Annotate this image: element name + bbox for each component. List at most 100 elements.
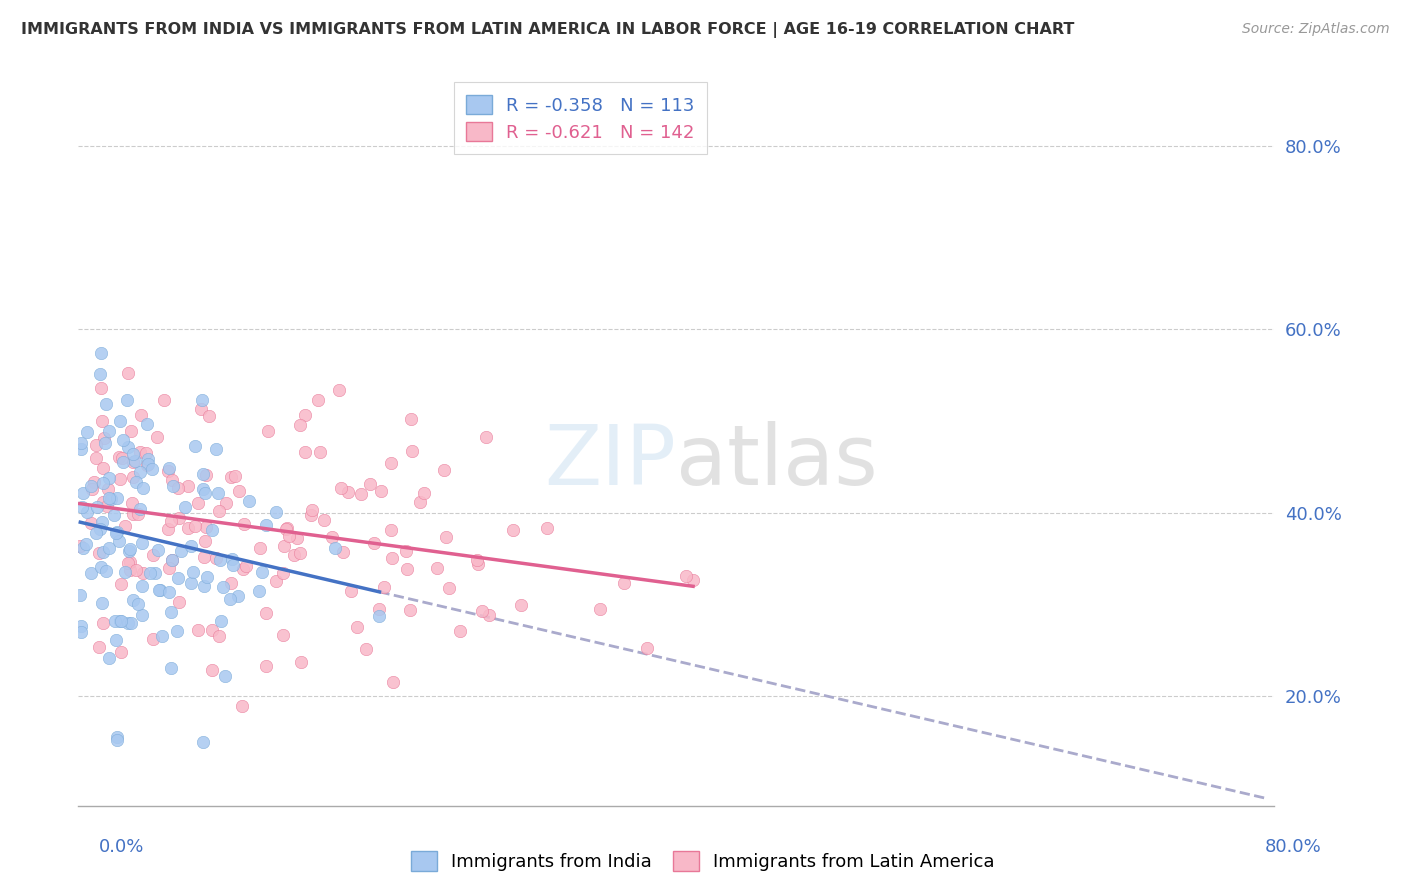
- Point: [76, 425, 98, 439]
- Point: [370, 483, 392, 498]
- Point: [184, 518, 207, 533]
- Point: [180, 576, 202, 591]
- Point: [96, 499, 118, 513]
- Point: [97, 424, 120, 438]
- Point: [93, 435, 115, 450]
- Point: [233, 516, 256, 531]
- Point: [363, 536, 385, 550]
- Point: [70, 500, 93, 515]
- Point: [112, 434, 135, 448]
- Point: [160, 514, 183, 528]
- Point: [209, 553, 232, 567]
- Point: [122, 507, 145, 521]
- Point: [183, 439, 205, 453]
- Point: [70, 435, 93, 450]
- Point: [409, 495, 432, 509]
- Point: [467, 557, 489, 571]
- Point: [105, 526, 128, 541]
- Point: [294, 408, 316, 422]
- Point: [396, 562, 419, 576]
- Point: [187, 623, 209, 637]
- Point: [105, 732, 128, 747]
- Point: [247, 584, 270, 599]
- Point: [84, 450, 107, 465]
- Point: [434, 530, 457, 544]
- Point: [399, 412, 422, 426]
- Point: [149, 582, 172, 597]
- Point: [235, 559, 257, 574]
- Text: ZIP: ZIP: [544, 421, 676, 502]
- Point: [449, 624, 471, 638]
- Point: [176, 521, 198, 535]
- Point: [135, 458, 157, 473]
- Point: [108, 615, 131, 629]
- Point: [115, 392, 138, 407]
- Point: [104, 614, 127, 628]
- Point: [395, 543, 418, 558]
- Point: [142, 632, 165, 647]
- Point: [117, 367, 139, 381]
- Point: [474, 429, 496, 443]
- Point: [132, 566, 155, 581]
- Point: [332, 544, 354, 558]
- Point: [478, 608, 501, 623]
- Point: [156, 464, 179, 478]
- Point: [117, 544, 139, 558]
- Point: [79, 566, 101, 580]
- Point: [200, 663, 222, 677]
- Point: [129, 409, 152, 423]
- Point: [368, 602, 391, 616]
- Point: [328, 384, 350, 398]
- Point: [221, 552, 243, 566]
- Legend: Immigrants from India, Immigrants from Latin America: Immigrants from India, Immigrants from L…: [404, 844, 1002, 879]
- Point: [219, 470, 242, 484]
- Point: [135, 446, 157, 460]
- Point: [380, 523, 402, 537]
- Point: [283, 548, 305, 562]
- Point: [510, 598, 533, 612]
- Point: [83, 475, 105, 489]
- Point: [141, 462, 163, 476]
- Point: [346, 620, 368, 634]
- Point: [122, 455, 145, 469]
- Point: [150, 629, 173, 643]
- Point: [157, 460, 180, 475]
- Point: [84, 438, 107, 452]
- Point: [157, 561, 180, 575]
- Point: [278, 529, 301, 543]
- Point: [174, 500, 197, 515]
- Point: [426, 561, 449, 575]
- Text: 0.0%: 0.0%: [98, 838, 143, 856]
- Point: [368, 609, 391, 624]
- Point: [350, 486, 373, 500]
- Point: [207, 486, 229, 500]
- Point: [111, 455, 134, 469]
- Point: [117, 615, 139, 630]
- Point: [97, 482, 120, 496]
- Point: [170, 544, 193, 558]
- Point: [589, 602, 612, 616]
- Point: [136, 452, 159, 467]
- Point: [159, 585, 181, 599]
- Point: [294, 445, 316, 459]
- Point: [183, 566, 205, 580]
- Point: [105, 525, 128, 540]
- Point: [120, 564, 142, 578]
- Point: [413, 485, 436, 500]
- Point: [285, 531, 308, 545]
- Point: [190, 402, 212, 417]
- Point: [437, 582, 460, 596]
- Point: [139, 566, 162, 580]
- Point: [250, 566, 273, 580]
- Point: [103, 508, 125, 522]
- Point: [290, 655, 312, 669]
- Point: [193, 579, 215, 593]
- Point: [249, 541, 271, 555]
- Point: [70, 619, 93, 633]
- Point: [254, 518, 277, 533]
- Point: [162, 478, 184, 492]
- Text: IMMIGRANTS FROM INDIA VS IMMIGRANTS FROM LATIN AMERICA IN LABOR FORCE | AGE 16-1: IMMIGRANTS FROM INDIA VS IMMIGRANTS FROM…: [21, 22, 1074, 38]
- Point: [208, 504, 231, 518]
- Point: [224, 469, 246, 483]
- Point: [120, 555, 142, 569]
